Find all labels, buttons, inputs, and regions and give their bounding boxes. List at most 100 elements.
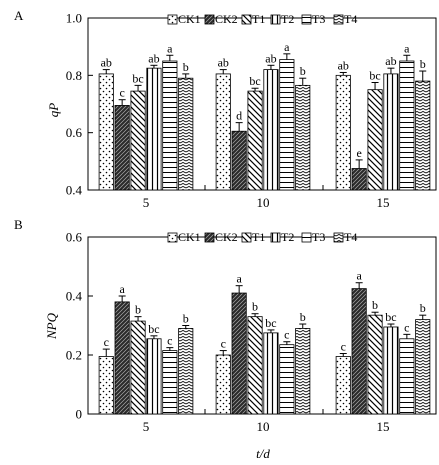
bar-ck1	[215, 73, 231, 191]
bar-t3	[279, 344, 295, 415]
significance-label: ab	[265, 51, 276, 65]
legend-label: CK1	[178, 230, 201, 244]
significance-label: bc	[249, 74, 260, 88]
bar-t1	[367, 89, 383, 191]
legend-swatch-t2	[270, 232, 281, 243]
x-tick-label: 5	[143, 419, 150, 434]
significance-label: bc	[385, 310, 396, 324]
significance-label: a	[167, 41, 173, 55]
significance-label: a	[236, 272, 242, 286]
significance-label: ab	[338, 58, 349, 72]
bar-t2	[383, 326, 399, 415]
significance-label: c	[221, 337, 226, 351]
significance-label: c	[341, 340, 346, 354]
bar-t1	[247, 316, 263, 415]
significance-label: a	[404, 41, 410, 55]
bar-t4	[415, 80, 431, 191]
significance-label: b	[135, 303, 141, 317]
significance-label: a	[284, 40, 290, 54]
y-tick-label: 0.6	[66, 125, 83, 140]
bar-ck1	[335, 74, 351, 191]
significance-label: c	[284, 328, 289, 342]
x-tick-label: 5	[143, 195, 150, 210]
x-tick-label: 15	[377, 419, 390, 434]
bar-t4	[295, 84, 311, 191]
significance-label: a	[356, 269, 362, 283]
bar-t4	[178, 328, 194, 415]
significance-label: c	[167, 334, 172, 348]
bar-t2	[146, 338, 162, 415]
bar-t4	[295, 328, 311, 415]
y-tick-label: 1.0	[66, 11, 82, 26]
significance-label: ab	[148, 51, 159, 65]
bar-ck2	[114, 105, 130, 191]
legend-label: CK1	[178, 12, 201, 26]
bar-ck2	[114, 301, 130, 415]
legend-swatch-ck2	[204, 232, 215, 243]
bar-ck2	[351, 288, 367, 415]
bar-ck1	[98, 73, 114, 191]
y-tick-label: 0.8	[66, 68, 82, 83]
bar-ck2	[231, 292, 247, 415]
y-tick-label: 0.4	[66, 183, 83, 198]
bar-t3	[162, 60, 178, 191]
significance-label: b	[183, 60, 189, 74]
significance-label: bc	[265, 316, 276, 330]
legend-label: T3	[312, 230, 325, 244]
legend-label: T4	[344, 12, 357, 26]
x-tick-label: 10	[257, 419, 270, 434]
panel-label: A	[14, 8, 24, 23]
legend-label: CK2	[215, 230, 238, 244]
bar-t3	[162, 350, 178, 415]
bar-ck1	[335, 356, 351, 415]
significance-label: b	[300, 310, 306, 324]
significance-label: b	[420, 301, 426, 315]
bar-t4	[415, 319, 431, 415]
legend-label: T3	[312, 12, 325, 26]
significance-label: bc	[369, 69, 380, 83]
bar-t2	[263, 69, 279, 191]
significance-label: a	[119, 282, 125, 296]
significance-label: c	[104, 335, 109, 349]
legend-label: CK2	[215, 12, 238, 26]
x-tick-label: 15	[377, 195, 390, 210]
legend-swatch-ck1	[167, 232, 178, 243]
significance-label: bc	[132, 71, 143, 85]
significance-label: c	[404, 320, 409, 334]
bar-t2	[146, 67, 162, 191]
bar-t2	[263, 332, 279, 415]
bar-t3	[279, 59, 295, 191]
legend-swatch-ck1	[167, 14, 178, 25]
bar-ck2	[351, 168, 367, 191]
y-tick-label: 0	[76, 407, 83, 422]
significance-label: b	[252, 300, 258, 314]
legend-label: T1	[252, 230, 265, 244]
bar-ck2	[231, 130, 247, 191]
legend-label: T1	[252, 12, 265, 26]
legend-label: T4	[344, 230, 357, 244]
significance-label: b	[372, 298, 378, 312]
x-tick-label: 10	[257, 195, 270, 210]
legend-swatch-t3	[301, 232, 312, 243]
bar-t1	[247, 90, 263, 191]
bar-t4	[178, 77, 194, 191]
bar-ck1	[98, 356, 114, 415]
significance-label: ab	[101, 56, 112, 70]
legend-swatch-ck2	[204, 14, 215, 25]
significance-label: e	[356, 146, 361, 160]
legend-label: T2	[281, 230, 294, 244]
significance-label: ab	[218, 56, 229, 70]
bar-t3	[399, 338, 415, 415]
legend-swatch-t1	[241, 232, 252, 243]
significance-label: b	[420, 57, 426, 71]
x-axis-label: t/d	[256, 446, 270, 461]
legend-swatch-t4	[333, 14, 344, 25]
legend-label: T2	[281, 12, 294, 26]
legend-swatch-t1	[241, 14, 252, 25]
y-axis-label: qP	[46, 103, 61, 118]
significance-label: b	[300, 64, 306, 78]
panel-label: B	[14, 217, 23, 232]
